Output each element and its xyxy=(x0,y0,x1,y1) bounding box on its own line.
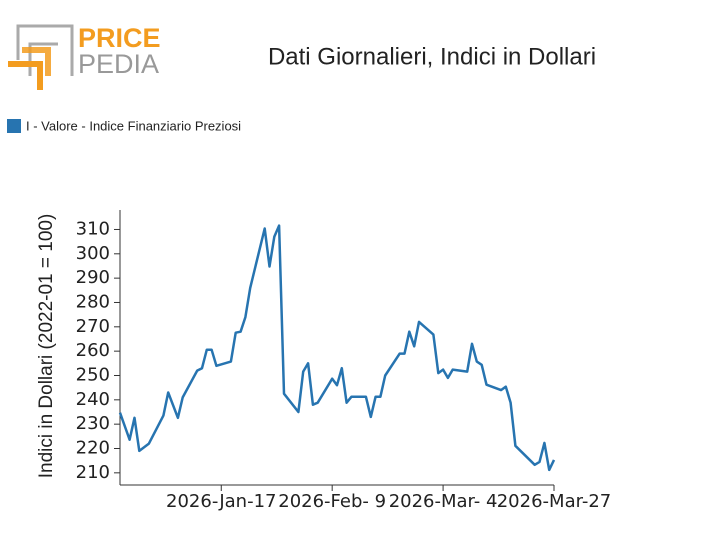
legend-label: I - Valore - Indice Finanziario Preziosi xyxy=(26,118,241,133)
x-tick-label: 2026-Mar- 4 xyxy=(389,491,498,512)
y-tick-label: 210 xyxy=(76,462,110,483)
logo-top: PRICE xyxy=(78,23,161,53)
logo: PRICE PEDIA xyxy=(8,23,161,90)
y-tick-label: 310 xyxy=(76,218,110,239)
data-line xyxy=(118,224,556,472)
y-axis-label: Indici in Dollari (2022-01 = 100) xyxy=(36,214,57,479)
y-tick-label: 280 xyxy=(76,291,110,312)
y-tick-label: 260 xyxy=(76,340,110,361)
x-tick-label: 2026-Feb- 9 xyxy=(278,491,386,512)
y-tick-label: 270 xyxy=(76,316,110,337)
y-tick-label: 230 xyxy=(76,413,110,434)
y-tick-label: 250 xyxy=(76,364,110,385)
x-tick-label: 2026-Mar-27 xyxy=(497,491,612,512)
logo-bottom: PEDIA xyxy=(78,49,159,79)
y-tick-label: 300 xyxy=(76,243,110,264)
y-tick-label: 220 xyxy=(76,437,110,458)
y-tick-label: 290 xyxy=(76,267,110,288)
y-tick-label: 240 xyxy=(76,389,110,410)
legend-swatch xyxy=(7,119,21,133)
x-tick-label: 2026-Jan-17 xyxy=(166,491,276,512)
chart-title: Dati Giornalieri, Indici in Dollari xyxy=(268,43,596,70)
